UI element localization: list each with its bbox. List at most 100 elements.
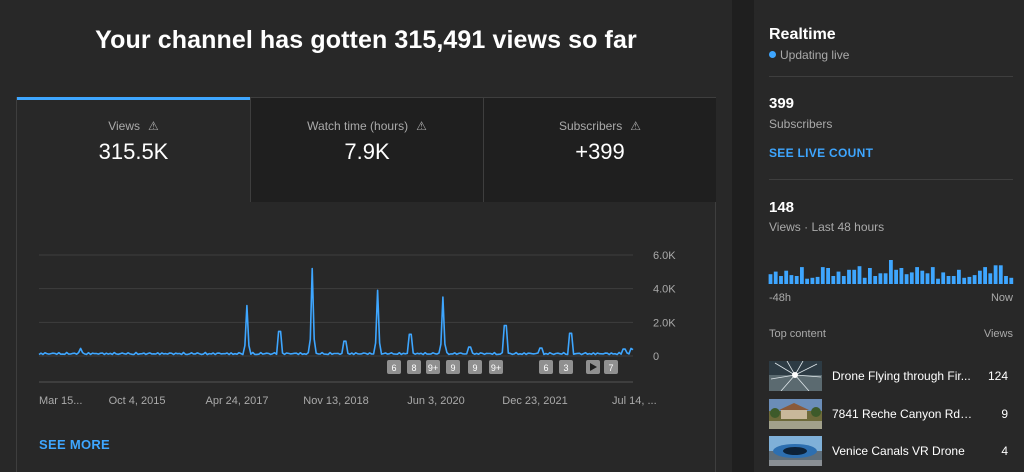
realtime-bar [951,276,956,284]
page-title: Your channel has gotten 315,491 views so… [95,26,637,54]
divider [769,76,1013,77]
x-tick-label: Mar 15... [39,395,82,407]
realtime-bar [899,268,904,284]
realtime-bar [852,269,857,284]
realtime-bar [878,273,883,284]
fireworks-thumbnail [769,361,822,391]
realtime-bar [957,269,961,284]
event-marker [446,360,460,374]
realtime-bar [983,267,987,284]
y-tick-label: 0 [653,351,659,363]
tab-watch-time-value: 7.9K [344,139,390,164]
tab-views-value: 315.5K [98,139,169,164]
live-dot-icon [769,51,776,58]
realtime-bar [815,276,820,284]
event-marker-label: 6 [391,363,396,373]
realtime-bar [972,275,977,284]
see-more-button[interactable]: SEE MORE [39,437,111,452]
divider [769,179,1013,180]
x-tick-label: Nov 13, 2018 [303,395,368,407]
realtime-bar [773,271,778,284]
realtime-bar [1009,277,1014,284]
subscriber-label: Subscribers [769,117,833,131]
event-marker-label: 8 [411,363,416,373]
realtime-bar [967,276,972,284]
vr-drone-thumbnail [769,436,822,466]
top-content-views-header: Views [983,328,1013,340]
realtime-bar [915,267,919,284]
x-tick-label: Dec 23, 2021 [502,395,567,407]
realtime-title: Realtime [769,26,836,43]
top-content-title: 7841 Reche Canyon Rd Co... [832,407,974,421]
overview-card: Views ⚠ 315.5K Watch time (hours) ⚠ 7.9K S… [16,97,716,472]
realtime-bar [1004,276,1008,284]
tab-subscribers[interactable]: Subscribers ⚠ +399 [483,98,716,202]
house-thumbnail [769,399,822,429]
play-icon-glyph [590,363,597,371]
x-tick-label: Jun 3, 2020 [407,395,465,407]
event-marker [387,360,401,374]
event-marker-label: 9 [450,363,455,373]
warning-icon: ⚠ [630,119,642,133]
tab-views-label: Views [108,119,141,133]
warning-icon: ⚠ [416,119,427,133]
realtime-bar [805,278,809,284]
top-content-row[interactable]: Venice Canals VR Drone 4 [769,436,1013,466]
realtime-bar [768,274,773,284]
realtime-bar [873,276,878,284]
event-marker [426,360,440,374]
realtime-bar [862,277,867,284]
realtime-views-label: Views · Last 48 hours [769,220,885,234]
top-content-label: Top content [769,328,826,340]
live-status: Updating live [769,48,849,62]
realtime-bar [894,269,898,284]
x-tick-label: Oct 4, 2015 [109,395,166,407]
realtime-bar [998,265,1003,284]
event-marker [539,360,553,374]
realtime-bar [941,272,946,284]
realtime-bar [789,275,794,284]
top-content-title: Venice Canals VR Drone [832,444,965,458]
realtime-views-count: 148 [769,199,795,216]
see-live-count-link[interactable]: SEE LIVE COUNT [769,146,874,160]
realtime-bar [962,277,967,284]
realtime-bar [868,268,872,284]
event-marker [468,360,482,374]
metric-tabs: Views ⚠ 315.5K Watch time (hours) ⚠ 7.9K S… [17,97,717,202]
tab-watch-time-label: Watch time (hours) [307,119,409,133]
column-gutter [732,0,754,472]
realtime-bar [925,273,930,284]
views-chart: 6.0K 4.0K 2.0K 0 6 8 9+ 9 9 9+ 6 3 7 Mar 15... Oct 4, … [38,250,676,407]
realtime-bar [909,272,914,284]
event-marker [407,360,421,374]
realtime-bar [836,271,841,284]
realtime-bar [988,273,993,284]
y-tick-label: 4.0K [653,284,676,296]
realtime-bar [920,270,925,284]
event-marker-label: 9+ [491,363,501,373]
top-content-views: 9 [1001,407,1008,421]
tab-views[interactable]: Views ⚠ 315.5K [17,97,250,202]
realtime-bar [841,276,846,284]
warning-icon: ⚠ [148,119,159,133]
top-content-row[interactable]: Drone Flying through Fir... 124 [769,361,1013,391]
event-marker-label: 6 [543,363,548,373]
top-content-title: Drone Flying through Fir... [832,369,971,383]
tab-subscribers-label: Subscribers [558,119,623,133]
realtime-bar-chart [768,260,1014,284]
live-status-text: Updating live [780,48,850,62]
realtime-bar [936,278,940,284]
top-content-views: 4 [1001,444,1008,458]
realtime-bar [978,270,982,284]
realtime-bar [946,276,951,284]
y-tick-label: 6.0K [653,250,676,262]
tab-watch-time[interactable]: Watch time (hours) ⚠ 7.9K [250,98,483,202]
realtime-bar [826,268,830,284]
y-tick-label: 2.0K [653,317,676,329]
realtime-bar [779,276,783,284]
subscriber-count: 399 [769,95,795,112]
event-marker [489,360,503,374]
event-marker [604,360,618,374]
realtime-bar [800,267,804,284]
top-content-row[interactable]: 7841 Reche Canyon Rd Co... 9 [769,399,1013,429]
